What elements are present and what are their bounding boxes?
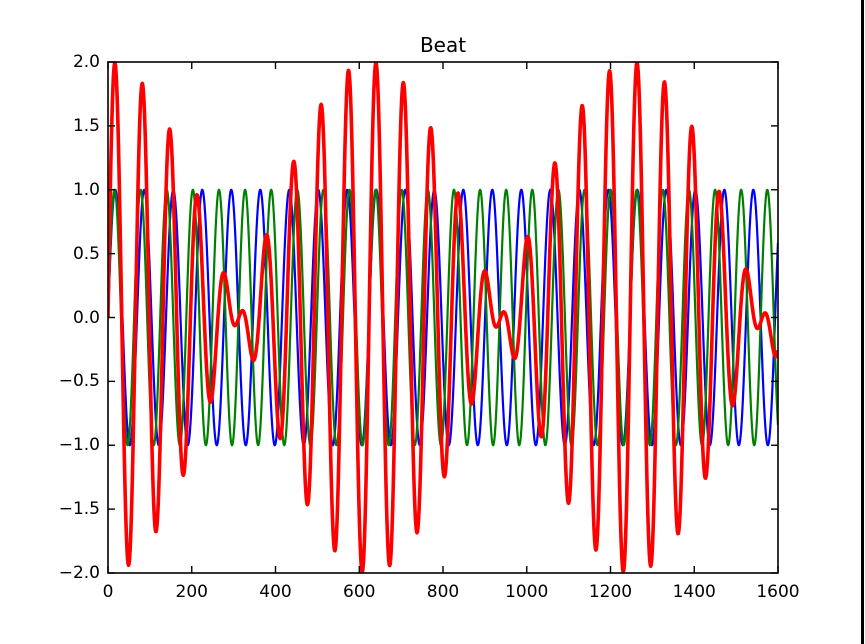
x-tick-label: 1000 bbox=[505, 582, 549, 602]
y-tick-label: 0.5 bbox=[72, 243, 100, 264]
x-tick-label: 800 bbox=[426, 582, 460, 602]
y-tick-label: −2.0 bbox=[58, 563, 100, 583]
x-tick-label: 1200 bbox=[588, 582, 633, 602]
waveform-curves bbox=[108, 62, 778, 573]
y-tick-label: 1.0 bbox=[72, 179, 100, 200]
window-right-edge-line bbox=[861, 0, 864, 644]
x-tick-label: 400 bbox=[259, 582, 292, 602]
wave-2-line bbox=[108, 188, 778, 447]
x-tick-label: 200 bbox=[175, 582, 208, 602]
y-tick-label: 2.0 bbox=[72, 52, 100, 72]
beat-sum-line bbox=[108, 62, 778, 573]
chart-title: Beat bbox=[419, 33, 467, 57]
y-tick-label: −0.5 bbox=[58, 371, 100, 392]
tick-marks bbox=[107, 61, 779, 574]
y-tick-label: 0.0 bbox=[72, 307, 100, 328]
y-tick-label: 1.5 bbox=[72, 115, 100, 136]
wave-1-line bbox=[108, 188, 778, 447]
y-tick-label: −1.0 bbox=[58, 435, 100, 456]
y-tick-label: −1.5 bbox=[58, 499, 100, 520]
x-tick-label: 1600 bbox=[756, 582, 800, 602]
x-tick-label: 0 bbox=[102, 582, 114, 602]
x-tick-label: 1400 bbox=[672, 582, 716, 602]
x-tick-label: 600 bbox=[343, 582, 376, 602]
